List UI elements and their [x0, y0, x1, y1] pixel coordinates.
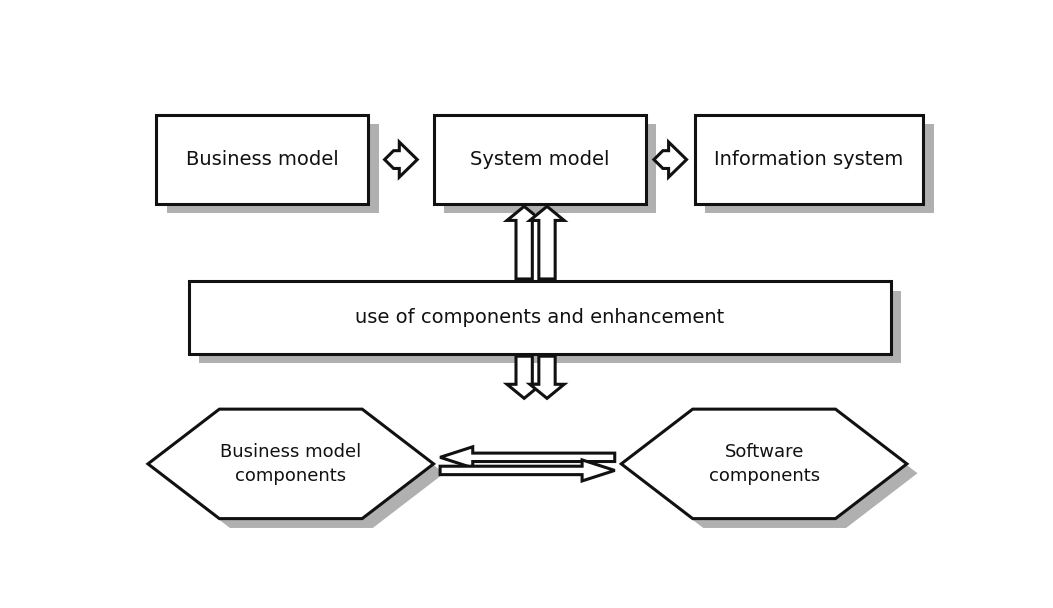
Text: use of components and enhancement: use of components and enhancement	[355, 308, 724, 327]
Polygon shape	[508, 356, 541, 398]
Text: Business model
components: Business model components	[220, 443, 361, 485]
Text: Software
components: Software components	[709, 443, 819, 485]
Polygon shape	[695, 115, 923, 204]
Polygon shape	[188, 282, 891, 354]
Polygon shape	[508, 206, 541, 279]
Polygon shape	[166, 125, 379, 213]
Text: System model: System model	[470, 150, 610, 169]
Polygon shape	[384, 142, 417, 177]
Polygon shape	[440, 460, 615, 481]
Polygon shape	[621, 409, 907, 519]
Text: Information system: Information system	[714, 150, 903, 169]
Polygon shape	[440, 447, 615, 468]
Polygon shape	[530, 206, 564, 279]
Polygon shape	[159, 418, 444, 528]
Polygon shape	[632, 418, 917, 528]
Polygon shape	[156, 115, 369, 204]
Polygon shape	[530, 356, 564, 398]
Text: Business model: Business model	[185, 150, 339, 169]
Polygon shape	[199, 291, 901, 363]
Polygon shape	[706, 125, 934, 213]
Polygon shape	[444, 125, 656, 213]
Polygon shape	[147, 409, 434, 519]
Polygon shape	[434, 115, 645, 204]
Polygon shape	[654, 142, 687, 177]
